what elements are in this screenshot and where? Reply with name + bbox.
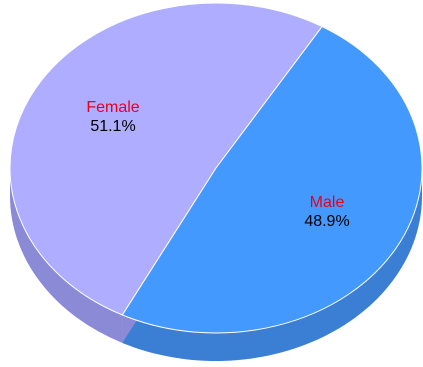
slice-label-female: Female <box>86 99 139 116</box>
slice-value-female: 51.1% <box>90 118 135 135</box>
slice-value-male: 48.9% <box>304 213 349 230</box>
slice-label-male: Male <box>310 194 345 211</box>
pie-slices <box>10 3 422 333</box>
